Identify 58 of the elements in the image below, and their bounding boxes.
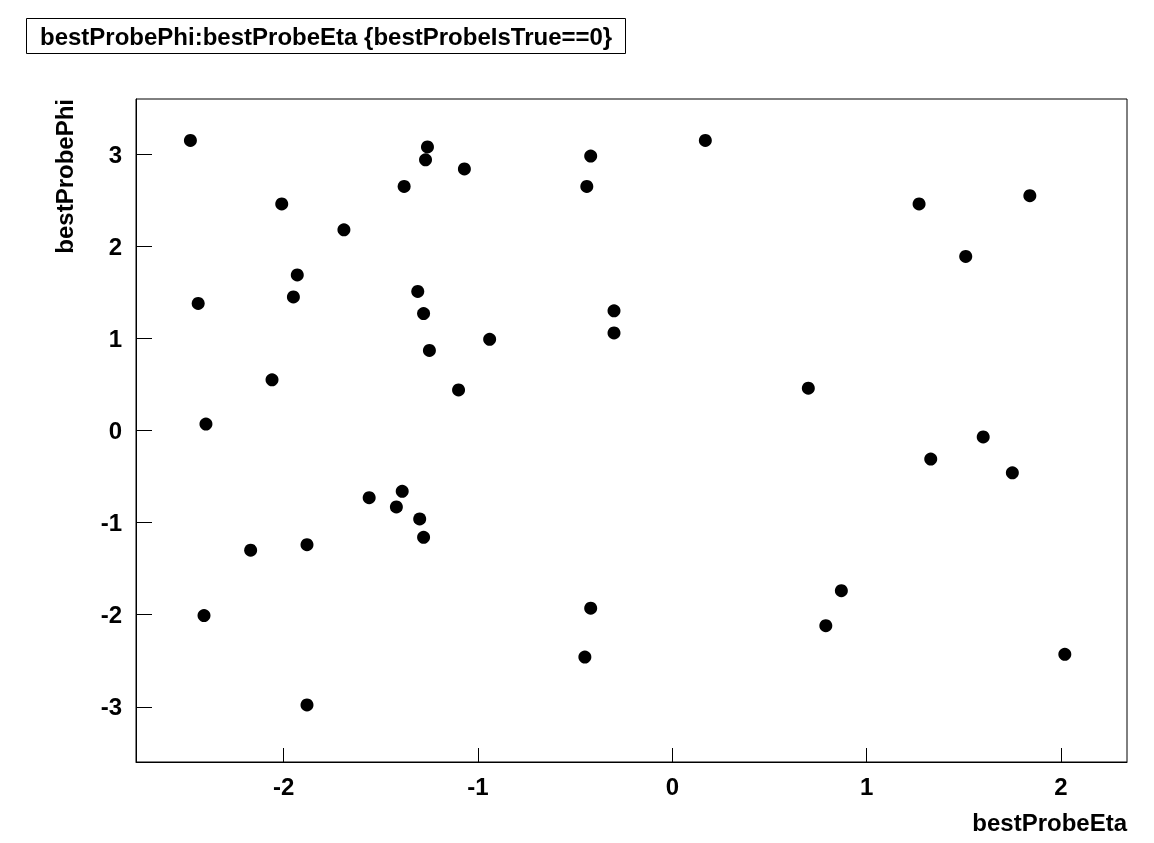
point (976, 430, 990, 444)
point (1005, 466, 1019, 480)
point (413, 512, 427, 526)
point (607, 304, 621, 318)
x-tick-label: 1 (859, 772, 874, 800)
point (199, 417, 213, 431)
point (483, 332, 497, 346)
point (452, 383, 466, 397)
point (419, 153, 433, 167)
point (959, 249, 973, 263)
y-tick-label: 0 (108, 417, 122, 444)
x-tick-label: 2 (1054, 772, 1068, 800)
point (417, 307, 431, 321)
y-axis-title: bestProbePhi (50, 99, 78, 254)
point (397, 179, 411, 193)
y-tick-label: -1 (100, 509, 122, 537)
point (275, 197, 289, 211)
point (584, 149, 598, 163)
y-tick-label: -2 (100, 601, 122, 629)
point (290, 268, 304, 282)
x-tick-label: 0 (665, 772, 679, 800)
point (197, 609, 211, 623)
point (286, 290, 300, 304)
y-tick-label: 1 (108, 324, 122, 352)
point (457, 162, 471, 176)
point (362, 491, 376, 505)
point (834, 584, 848, 598)
point (244, 543, 258, 557)
point (578, 650, 592, 664)
chart-title: bestProbePhi:bestProbeEta {bestProbeIsTrue==0} (40, 22, 613, 50)
point (337, 223, 351, 237)
point (265, 373, 279, 387)
point (183, 133, 197, 147)
point (191, 296, 205, 310)
point (389, 500, 403, 514)
point (580, 179, 594, 193)
point (422, 343, 436, 357)
point (584, 601, 598, 615)
point (801, 381, 815, 395)
y-tick-label: -3 (100, 693, 122, 721)
y-tick-label: 2 (108, 232, 122, 260)
x-axis-title: bestProbeEta (972, 808, 1128, 836)
x-tick-label: -2 (273, 772, 295, 800)
y-tick-label: 3 (108, 140, 122, 168)
point (411, 284, 425, 298)
point (912, 197, 926, 211)
point (417, 530, 431, 544)
point (1023, 189, 1037, 203)
point (300, 698, 314, 712)
point (395, 484, 409, 498)
point (420, 140, 434, 154)
point (698, 133, 712, 147)
point (300, 538, 314, 552)
point (819, 619, 833, 633)
x-tick-label: -1 (467, 772, 489, 800)
point (924, 452, 938, 466)
point (607, 326, 621, 340)
point (1058, 647, 1072, 661)
